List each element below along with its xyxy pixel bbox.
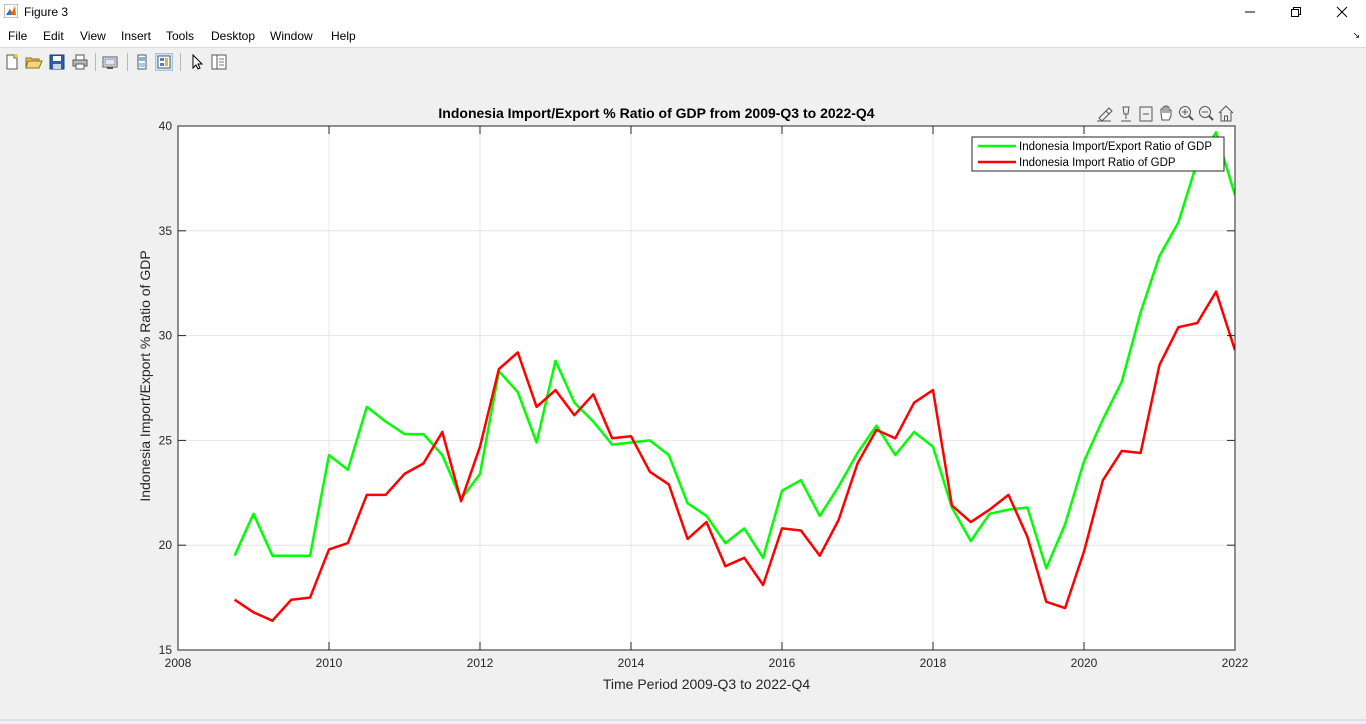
menu-edit[interactable]: Edit	[43, 29, 64, 43]
matlab-icon	[4, 4, 18, 18]
menu-insert[interactable]: Insert	[121, 29, 152, 43]
legend-entry: Indonesia Import/Export Ratio of GDP	[1019, 141, 1212, 153]
new-figure-icon[interactable]	[3, 53, 21, 71]
line-chart[interactable]: 2008 2010 2012 2014 2016 2018 2020 2022 15 20 25 30…	[0, 76, 1366, 719]
legend-box	[971, 136, 1225, 172]
data-tips-icon[interactable]	[1121, 106, 1131, 122]
toolbar-separator	[127, 53, 128, 71]
menu-tools[interactable]: Tools	[166, 29, 195, 43]
y-tick-label: 25	[159, 433, 173, 447]
window-titlebar: Figure 3	[0, 0, 1366, 24]
x-tick-label: 2020	[1071, 656, 1098, 670]
menu-window[interactable]: Window	[270, 29, 313, 43]
home-icon[interactable]	[1218, 105, 1234, 122]
restore-view-icon[interactable]	[1139, 106, 1153, 122]
restore-button[interactable]	[1273, 0, 1319, 24]
edit-plot-icon[interactable]	[188, 53, 206, 71]
close-button[interactable]	[1319, 0, 1365, 24]
menu-bar: File Edit View Insert Tools Desktop Wind…	[0, 24, 1366, 47]
hide-plot-tools-icon[interactable]	[133, 53, 151, 71]
menu-view[interactable]: View	[80, 29, 106, 43]
figure-toolbar	[0, 47, 1366, 77]
x-tick-label: 2014	[618, 656, 645, 670]
menu-file[interactable]: File	[8, 29, 28, 43]
y-tick-label: 30	[159, 329, 173, 343]
toolbar-separator	[95, 53, 96, 71]
restore-icon	[1291, 7, 1301, 17]
y-tick-label: 15	[159, 643, 173, 657]
series-line-import-export[interactable]	[233, 131, 1235, 570]
legend-entry: Indonesia Import Ratio of GDP	[1019, 157, 1176, 169]
save-icon[interactable]	[48, 53, 66, 71]
close-icon	[1336, 6, 1348, 18]
y-tick-label: 35	[159, 224, 173, 238]
print-icon[interactable]	[71, 53, 89, 71]
legend[interactable]: Indonesia Import/Export Ratio of GDP Indo…	[971, 136, 1225, 172]
x-tick-label: 2010	[316, 656, 343, 670]
axes-toolbar	[1097, 105, 1234, 122]
pan-icon[interactable]	[1160, 105, 1172, 121]
y-tick-label: 40	[159, 119, 173, 133]
y-tick-label: 20	[159, 538, 173, 552]
zoom-out-icon[interactable]	[1199, 106, 1214, 121]
figure-canvas: 2008 2010 2012 2014 2016 2018 2020 2022 15 20 25 30…	[0, 76, 1366, 719]
x-tick-label: 2016	[769, 656, 796, 670]
dock-arrow-icon[interactable]: ↘	[1352, 30, 1360, 40]
window-title: Figure 3	[24, 5, 69, 19]
link-plot-icon[interactable]	[101, 53, 119, 71]
minimize-button[interactable]	[1227, 0, 1273, 24]
axes-box	[177, 125, 1236, 651]
toolbar-separator	[180, 53, 181, 71]
minimize-icon	[1245, 11, 1255, 13]
zoom-in-icon[interactable]	[1179, 106, 1194, 121]
menu-help[interactable]: Help	[331, 29, 356, 43]
menu-desktop[interactable]: Desktop	[211, 29, 256, 43]
x-tick-label: 2022	[1222, 656, 1249, 670]
y-axis-label: Indonesia Import/Export % Ratio of GDP	[137, 250, 153, 501]
window-bottom-border	[0, 719, 1366, 721]
show-plot-tools-icon[interactable]	[155, 53, 173, 71]
property-inspector-icon[interactable]	[210, 53, 228, 71]
brush-icon[interactable]	[1097, 107, 1113, 122]
series-line-import[interactable]	[233, 290, 1235, 622]
x-tick-label: 2008	[165, 656, 192, 670]
x-axis-label: Time Period 2009-Q3 to 2022-Q4	[603, 676, 810, 692]
plot-area[interactable]	[178, 126, 1235, 650]
x-tick-label: 2018	[920, 656, 947, 670]
chart-title: Indonesia Import/Export % Ratio of GDP f…	[438, 105, 874, 121]
open-file-icon[interactable]	[25, 53, 43, 71]
x-tick-label: 2012	[467, 656, 494, 670]
